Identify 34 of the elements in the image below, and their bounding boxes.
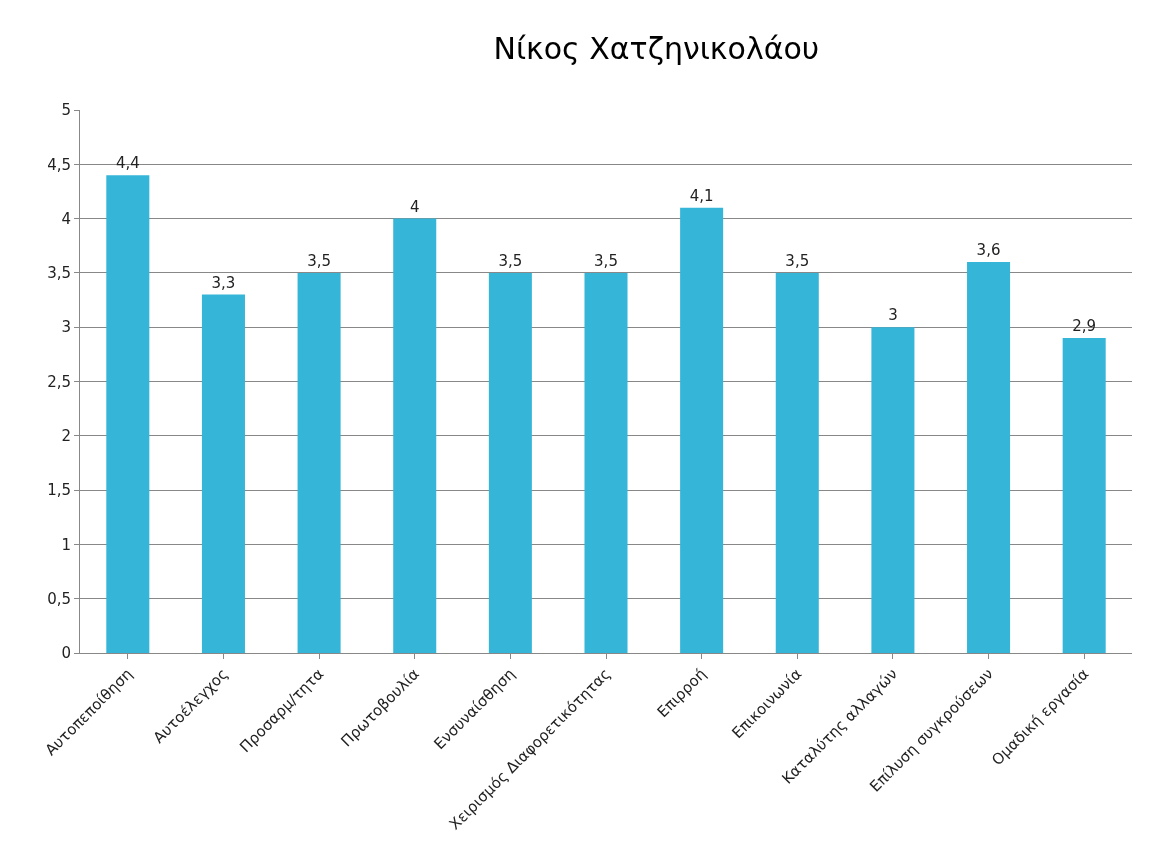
bar [297, 272, 341, 653]
y-tick-label: 3 [61, 318, 71, 337]
y-tick-label: 0,5 [47, 589, 71, 608]
data-label: 3,5 [307, 251, 332, 270]
data-label: 3 [888, 306, 898, 325]
data-label: 4,4 [115, 154, 140, 173]
bar [1062, 338, 1106, 653]
data-label: 3,6 [976, 241, 1001, 260]
bar [680, 207, 724, 653]
chart-title: Νίκος Χατζηνικολάου [493, 31, 820, 67]
bar [967, 262, 1011, 653]
bar [393, 218, 437, 653]
data-label: 4 [409, 197, 420, 216]
data-label: 4,1 [689, 186, 714, 205]
y-tick-label: 3,5 [47, 264, 71, 283]
y-tick-label: 2 [61, 427, 71, 446]
data-label: 3,5 [785, 251, 810, 270]
data-label: 3,3 [211, 273, 236, 292]
y-tick-label: 5 [61, 101, 71, 120]
y-tick-label: 0 [61, 644, 71, 663]
y-tick-label: 4,5 [47, 155, 71, 174]
bar [584, 272, 628, 653]
data-label: 3,5 [594, 251, 618, 270]
data-label: 3,5 [498, 251, 523, 270]
bar [775, 272, 819, 653]
y-tick-label: 2,5 [47, 372, 71, 391]
y-tick-label: 1 [61, 535, 71, 554]
bar [106, 175, 150, 653]
bar [201, 294, 245, 653]
data-label: 2,9 [1072, 317, 1097, 336]
y-tick-label: 1,5 [47, 481, 71, 500]
bar [871, 327, 915, 653]
y-tick-label: 4 [61, 209, 71, 228]
bar [488, 272, 532, 653]
